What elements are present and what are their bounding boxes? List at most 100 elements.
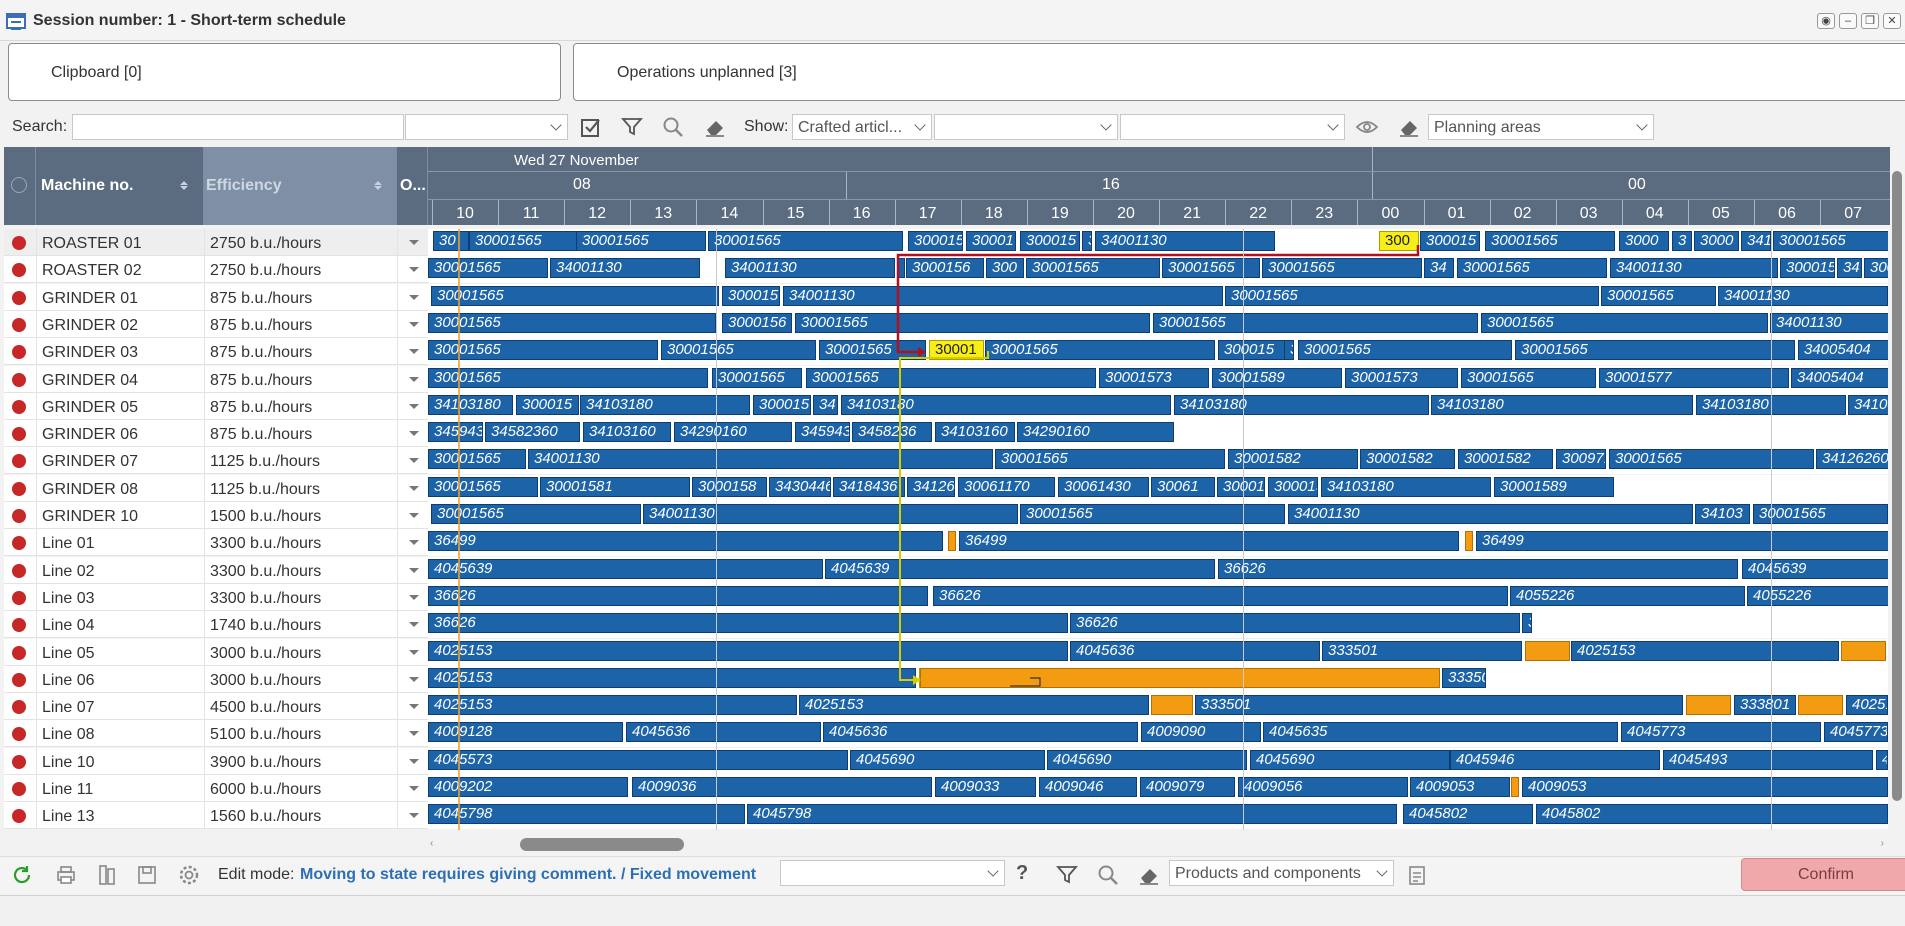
operation-bar[interactable]: 30001565 [428,368,708,388]
operation-bar[interactable]: 30001 [966,231,1016,251]
operation-bar[interactable]: 30001565 [985,340,1215,360]
sort-icon[interactable] [374,177,382,191]
operation-bar[interactable]: 3418436 [833,477,905,497]
columns-icon[interactable] [95,863,119,887]
operation-bar[interactable]: 30001565 [1515,340,1795,360]
row-dropdown-icon[interactable] [397,557,428,584]
operation-bar[interactable]: 4045639 [825,559,1215,579]
table-row[interactable]: Line 05 3000 b.u./hours 4025153 4045636 3335… [4,639,1888,666]
operation-bar[interactable]: 3 [898,258,905,278]
operation-bar[interactable]: 4045636 [626,722,821,742]
operation-bar[interactable]: 34103180 [1174,395,1429,415]
operation-bar[interactable]: 34001130 [725,258,895,278]
row-dropdown-icon[interactable] [397,229,428,256]
operation-bar[interactable]: 333801 [1734,695,1796,715]
operation-bar[interactable]: 333501 [1322,641,1522,661]
operation-bar[interactable]: 34001130 [1610,258,1778,278]
operation-bar[interactable]: 341262 [907,477,955,497]
table-row[interactable]: Line 03 3300 b.u./hours 36626 36626 4055226 4… [4,584,1888,611]
operation-bar[interactable]: 34103 [1695,504,1750,524]
operation-bar[interactable]: 4045798 [428,804,745,824]
operation-bar[interactable]: 30001582 [1360,449,1455,469]
operation-bar[interactable]: 300015 [1780,258,1835,278]
table-row[interactable]: GRINDER 01 875 b.u./hours 30001565 300015 34… [4,284,1888,311]
row-dropdown-icon[interactable] [397,693,428,720]
machine-name-cell[interactable]: Line 11 [36,775,204,802]
operation-bar[interactable]: 30001565 [1753,504,1888,524]
operation-bar[interactable]: 34126260 [1816,449,1888,469]
machine-name-cell[interactable]: Line 01 [36,529,204,556]
edit-mode-value[interactable]: Moving to state requires giving comment.… [300,866,757,883]
table-row[interactable]: Line 08 5100 b.u./hours 4009128 4045636 4045… [4,720,1888,747]
gear-icon[interactable] [177,863,201,887]
operation-bar[interactable]: 4009202 [428,777,628,797]
table-row[interactable]: Line 13 1560 b.u./hours 4045798 4045798 4045… [4,802,1888,829]
eye-icon[interactable] [1355,115,1379,139]
sort-icon[interactable] [180,177,188,191]
operation-bar[interactable]: 30001565 [1153,313,1478,333]
operation-bar[interactable]: 300015 [1020,231,1080,251]
refresh-icon[interactable] [10,863,34,887]
setup-block[interactable] [1465,531,1473,551]
row-dropdown-icon[interactable] [397,611,428,638]
operation-bar[interactable]: 30001577 [1599,368,1789,388]
operation-bar[interactable]: 4045946 [1450,750,1660,770]
machine-name-cell[interactable]: Line 08 [36,720,204,747]
operation-bar[interactable]: 34001130 [528,449,993,469]
show-select-crafted[interactable]: Crafted articl... [792,114,932,140]
table-row[interactable]: GRINDER 08 1125 b.u./hours 30001565 3000158… [4,475,1888,502]
horizontal-scroll-thumb[interactable] [520,838,684,851]
eraser-icon[interactable] [1397,115,1421,139]
operation-bar[interactable]: 30097150 [1556,449,1606,469]
operation-bar[interactable]: 4045802 [1536,804,1888,824]
operation-bar[interactable]: 36626 [1070,613,1520,633]
operation-bar[interactable]: 30001565 [431,286,719,306]
operation-bar[interactable]: 300015 [1420,231,1480,251]
operation-bar[interactable]: 30001582 [1228,449,1358,469]
show-select-2[interactable] [934,114,1118,140]
operation-bar[interactable]: 300015 [908,231,963,251]
machine-name-cell[interactable]: Line 13 [36,802,204,829]
operation-bar[interactable]: 4009090 [1141,722,1261,742]
search-icon[interactable] [1096,863,1120,887]
machine-name-cell[interactable]: GRINDER 02 [36,311,204,338]
operation-bar[interactable]: 34005404 [1791,368,1888,388]
operation-bar[interactable]: 34001130 [1770,313,1888,333]
operation-bar[interactable]: 36626 [428,613,1068,633]
operation-bar[interactable]: 4045636 [823,722,1138,742]
operation-bar[interactable]: 30001565 [712,368,802,388]
operation-bar[interactable]: 34290160 [674,422,792,442]
operation-bar[interactable]: 34 [1424,258,1454,278]
operation-bar[interactable]: 34001130 [550,258,700,278]
restore-icon[interactable]: ❐ [1861,13,1879,29]
operation-bar[interactable]: 4045493 [1663,750,1873,770]
operation-bar[interactable]: 30001565 [1601,286,1716,306]
operation-bar[interactable]: 30001565 [431,504,641,524]
machine-name-cell[interactable]: Line 03 [36,584,204,611]
row-dropdown-icon[interactable] [397,775,428,802]
machine-name-cell[interactable]: Line 06 [36,666,204,693]
operation-bar[interactable]: 34001130 [1718,286,1888,306]
machine-name-cell[interactable]: ROASTER 02 [36,256,204,283]
operation-bar[interactable]: 30001 [1864,258,1888,278]
operation-bar[interactable]: 300015 [722,286,780,306]
close-icon[interactable]: ✕ [1883,13,1901,29]
operation-bar[interactable]: 30001565 [819,340,926,360]
row-dropdown-icon[interactable] [397,447,428,474]
operation-bar[interactable]: 4045639 [428,559,823,579]
operation-bar[interactable]: 34103180 [841,395,1171,415]
clipboard-panel[interactable]: Clipboard [0] [8,43,561,101]
operation-bar[interactable]: 345943 [428,422,483,442]
operation-bar[interactable]: 36626 [1218,559,1738,579]
show-select-3[interactable] [1120,114,1345,140]
operation-bar[interactable]: 34 [1837,258,1862,278]
operation-bar[interactable]: 34 [813,395,838,415]
setup-block[interactable] [920,668,1440,688]
operation-bar[interactable]: 30001565 [428,477,538,497]
operation-bar[interactable]: 30001565 [1298,340,1512,360]
setup-block[interactable] [1798,695,1843,715]
minimize-icon[interactable]: – [1839,13,1857,29]
operation-bar[interactable]: 30001565 [1457,258,1607,278]
table-row[interactable]: Line 07 4500 b.u./hours 4025153 4025153 3335… [4,693,1888,720]
